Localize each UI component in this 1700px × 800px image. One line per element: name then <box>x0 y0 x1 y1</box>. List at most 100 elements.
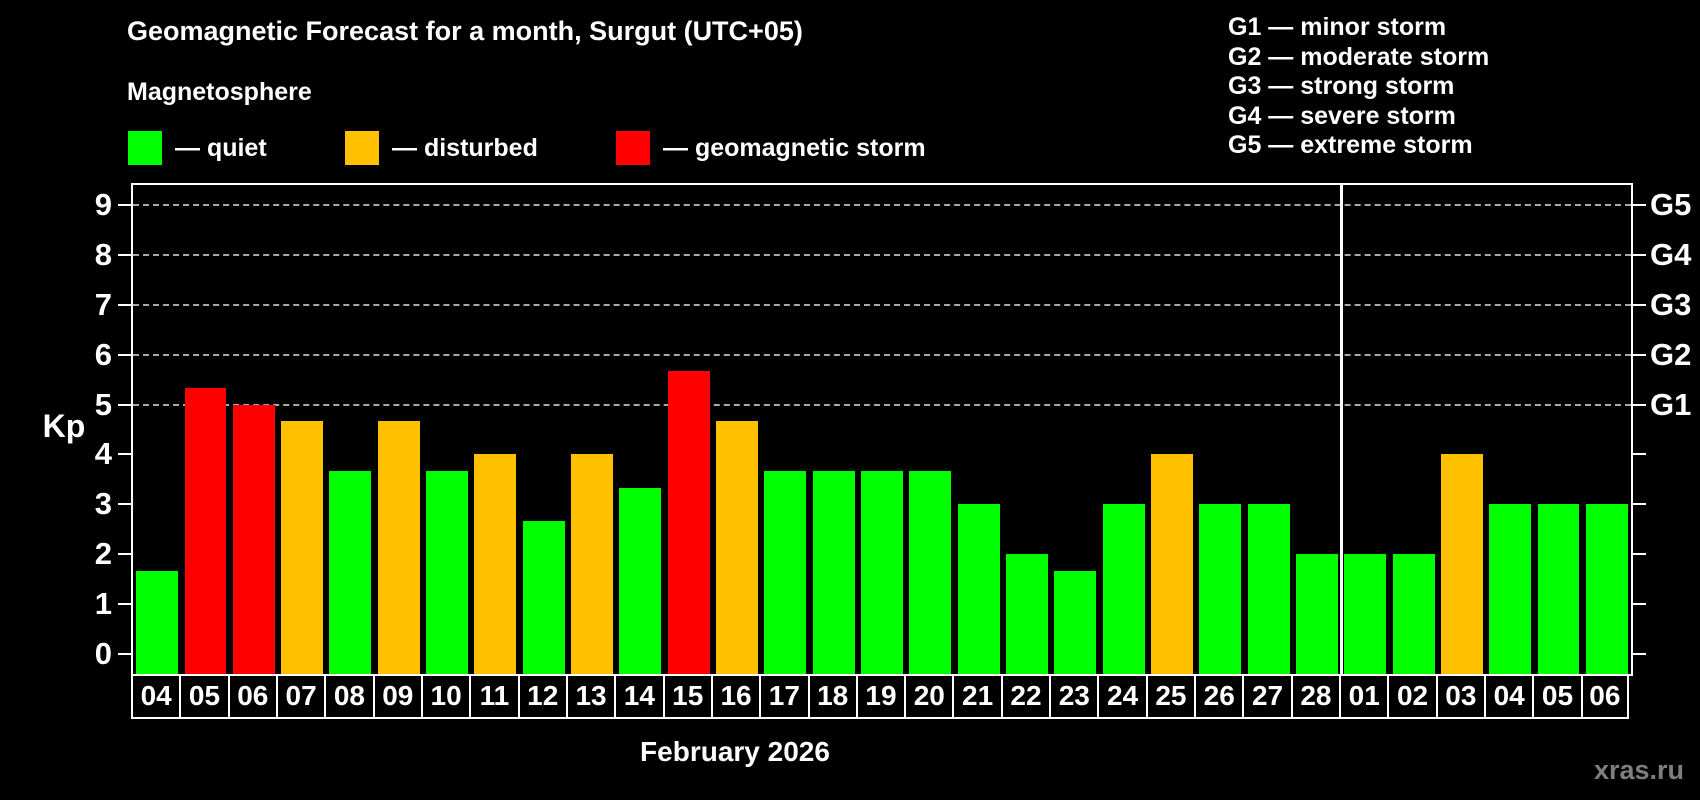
bar-day-05-idx1 <box>184 388 227 674</box>
g-legend-line-g3: G3 — strong storm <box>1228 72 1455 100</box>
bar-day-04-idx0 <box>136 570 179 674</box>
y-tick-left-4 <box>118 453 131 456</box>
day-label-15-idx11: 15 <box>662 674 713 719</box>
day-label-04-idx0: 04 <box>131 674 182 719</box>
y-axis-label-8: 8 <box>94 236 112 272</box>
right-axis-label-G4: G4 <box>1650 236 1692 272</box>
bar-day-16-idx12 <box>716 421 758 674</box>
day-label-23-idx19: 23 <box>1049 674 1100 719</box>
y-axis-label-9: 9 <box>94 186 112 222</box>
day-label-26-idx22: 26 <box>1194 674 1245 719</box>
legend-label-storm: — geomagnetic storm <box>663 133 926 162</box>
day-label-22-idx18: 22 <box>1000 674 1052 719</box>
legend-item-storm: — geomagnetic storm <box>616 131 926 165</box>
y-tick-left-2 <box>118 553 131 556</box>
day-label-25-idx21: 25 <box>1145 674 1197 719</box>
g-legend-line-g5: G5 — extreme storm <box>1228 131 1473 159</box>
bar-day-15-idx11 <box>667 371 710 674</box>
y-tick-right-2 <box>1633 553 1646 556</box>
bar-day-06-idx30 <box>1585 504 1628 674</box>
y-axis-label-5: 5 <box>94 386 112 422</box>
y-tick-left-1 <box>118 603 131 606</box>
bar-day-26-idx22 <box>1199 504 1242 674</box>
bar-day-18-idx14 <box>812 470 855 674</box>
day-label-27-idx23: 27 <box>1242 674 1293 719</box>
g-scale-legend: G1 — minor storm G2 — moderate storm G3 … <box>1228 13 1489 161</box>
bar-day-12-idx8 <box>522 520 565 674</box>
day-label-11-idx7: 11 <box>469 674 520 719</box>
y-tick-right-1 <box>1633 603 1646 606</box>
bar-day-25-idx21 <box>1150 454 1193 674</box>
right-axis-label-G2: G2 <box>1650 336 1692 372</box>
day-label-01-idx25: 01 <box>1339 674 1390 719</box>
bar-day-07-idx3 <box>281 421 324 674</box>
day-label-02-idx26: 02 <box>1387 674 1438 719</box>
y-tick-right-5 <box>1633 403 1646 406</box>
y-tick-left-0 <box>118 653 131 656</box>
day-label-12-idx8: 12 <box>517 674 568 719</box>
gridline-kp-8 <box>133 253 1631 256</box>
y-tick-left-5 <box>118 403 131 406</box>
y-tick-right-7 <box>1633 303 1646 306</box>
storm-color-swatch <box>616 131 650 165</box>
day-label-07-idx3: 07 <box>275 674 327 719</box>
gridline-kp-5 <box>133 403 1631 406</box>
watermark: xras.ru <box>1593 755 1684 785</box>
legend-label-disturbed: — disturbed <box>392 133 538 162</box>
y-tick-left-6 <box>118 353 131 356</box>
y-axis-label-3: 3 <box>94 486 112 522</box>
bar-day-10-idx6 <box>426 470 469 674</box>
bar-day-17-idx13 <box>764 470 807 674</box>
legend-label-quiet: — quiet <box>175 133 267 162</box>
bar-day-11-idx7 <box>474 454 517 674</box>
x-axis-title: February 2026 <box>640 736 830 767</box>
day-label-04-idx28: 04 <box>1484 674 1535 719</box>
y-axis-label-7: 7 <box>94 286 112 322</box>
day-label-05-idx1: 05 <box>179 674 230 719</box>
day-label-06-idx2: 06 <box>227 674 278 719</box>
day-label-08-idx4: 08 <box>324 674 375 719</box>
y-axis-label-4: 4 <box>94 436 112 472</box>
day-label-28-idx24: 28 <box>1290 674 1342 719</box>
day-label-03-idx27: 03 <box>1435 674 1487 719</box>
right-axis-label-G1: G1 <box>1650 386 1692 422</box>
bar-day-02-idx26 <box>1392 554 1435 674</box>
day-label-06-idx30: 06 <box>1580 674 1629 719</box>
page-title: Geomagnetic Forecast for a month, Surgut… <box>127 16 803 46</box>
bar-day-27-idx23 <box>1247 504 1290 674</box>
day-label-21-idx17: 21 <box>952 674 1003 719</box>
day-label-17-idx13: 17 <box>759 674 810 719</box>
bar-day-09-idx5 <box>377 421 420 674</box>
legend-item-disturbed: — disturbed <box>345 131 538 165</box>
bar-day-19-idx15 <box>861 470 903 674</box>
bar-day-13-idx9 <box>571 454 614 674</box>
right-axis-label-G5: G5 <box>1650 186 1692 222</box>
gridline-kp-6 <box>133 353 1631 356</box>
day-label-09-idx5: 09 <box>372 674 423 719</box>
y-tick-right-3 <box>1633 503 1646 506</box>
y-tick-left-7 <box>118 303 131 306</box>
bar-day-23-idx19 <box>1054 570 1097 674</box>
gridline-kp-7 <box>133 303 1631 306</box>
x-axis-day-labels: 04 05 06 07 08 09 10 11 12 13 14 15 16 17 18 19 20 21 22 23… <box>131 674 1629 719</box>
y-tick-right-8 <box>1633 253 1646 256</box>
day-label-10-idx6: 10 <box>420 674 472 719</box>
y-tick-right-4 <box>1633 453 1646 456</box>
y-axis-label-6: 6 <box>94 336 112 372</box>
right-axis-label-G3: G3 <box>1650 286 1692 322</box>
day-label-19-idx15: 19 <box>855 674 907 719</box>
y-axis-label-1: 1 <box>94 586 112 622</box>
y-axis-label-0: 0 <box>94 636 112 672</box>
g-legend-line-g2: G2 — moderate storm <box>1228 42 1490 71</box>
bar-day-06-idx2 <box>232 404 275 674</box>
month-separator-line <box>1339 185 1343 674</box>
disturbed-color-swatch <box>345 131 379 165</box>
y-tick-left-8 <box>118 253 131 256</box>
y-tick-right-0 <box>1633 653 1646 656</box>
bar-day-14-idx10 <box>619 487 662 674</box>
bar-day-08-idx4 <box>329 470 372 674</box>
day-label-16-idx12: 16 <box>710 674 762 719</box>
y-axis-label-2: 2 <box>94 536 112 572</box>
bar-day-03-idx27 <box>1440 454 1483 674</box>
